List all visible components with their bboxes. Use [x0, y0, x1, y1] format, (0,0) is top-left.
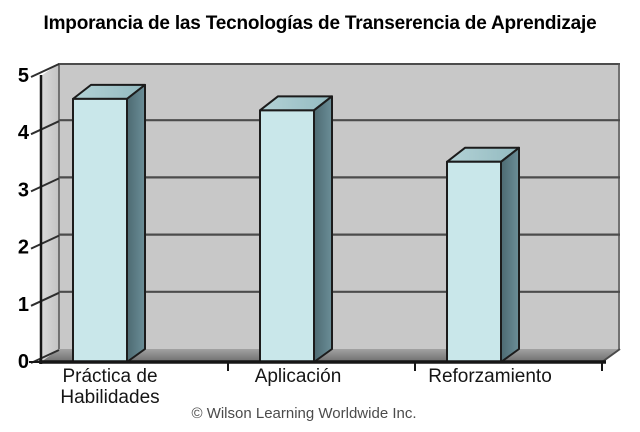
y-tick-label-2: 2 — [18, 237, 29, 259]
bar-group-0 — [72, 83, 146, 363]
bar-front-face — [259, 109, 315, 363]
bar-group-2 — [446, 146, 520, 363]
y-tick-2 — [30, 234, 60, 250]
y-tick-label-3: 3 — [18, 179, 29, 201]
bar-front-face — [446, 160, 502, 363]
copyright-footer: © Wilson Learning Worldwide Inc. — [191, 405, 417, 422]
chart-title: Imporancia de las Tecnologías de Transer… — [43, 13, 597, 34]
y-tick-label-0: 0 — [18, 351, 29, 373]
category-label-1: Aplicación — [254, 366, 342, 387]
y-tick-1 — [30, 291, 60, 307]
y-tick-0 — [30, 349, 60, 364]
floor-right-edge — [601, 348, 621, 363]
back-wall — [59, 63, 620, 349]
bar-front-face — [72, 97, 128, 363]
y-tick-4 — [30, 120, 60, 136]
bar-side-face — [500, 146, 520, 363]
y-tick-label-4: 4 — [18, 122, 30, 144]
category-label-0: Práctica de Habilidades — [60, 366, 160, 408]
y-tick-3 — [30, 177, 60, 193]
y-tick-5 — [30, 63, 60, 78]
bar-side-face — [313, 95, 333, 363]
left-wall — [41, 63, 59, 362]
bar-group-1 — [259, 95, 333, 363]
category-label-2: Reforzamiento — [428, 366, 552, 387]
bar-side-face — [126, 83, 146, 363]
y-tick-label-5: 5 — [18, 65, 29, 87]
y-tick-label-1: 1 — [18, 294, 29, 316]
